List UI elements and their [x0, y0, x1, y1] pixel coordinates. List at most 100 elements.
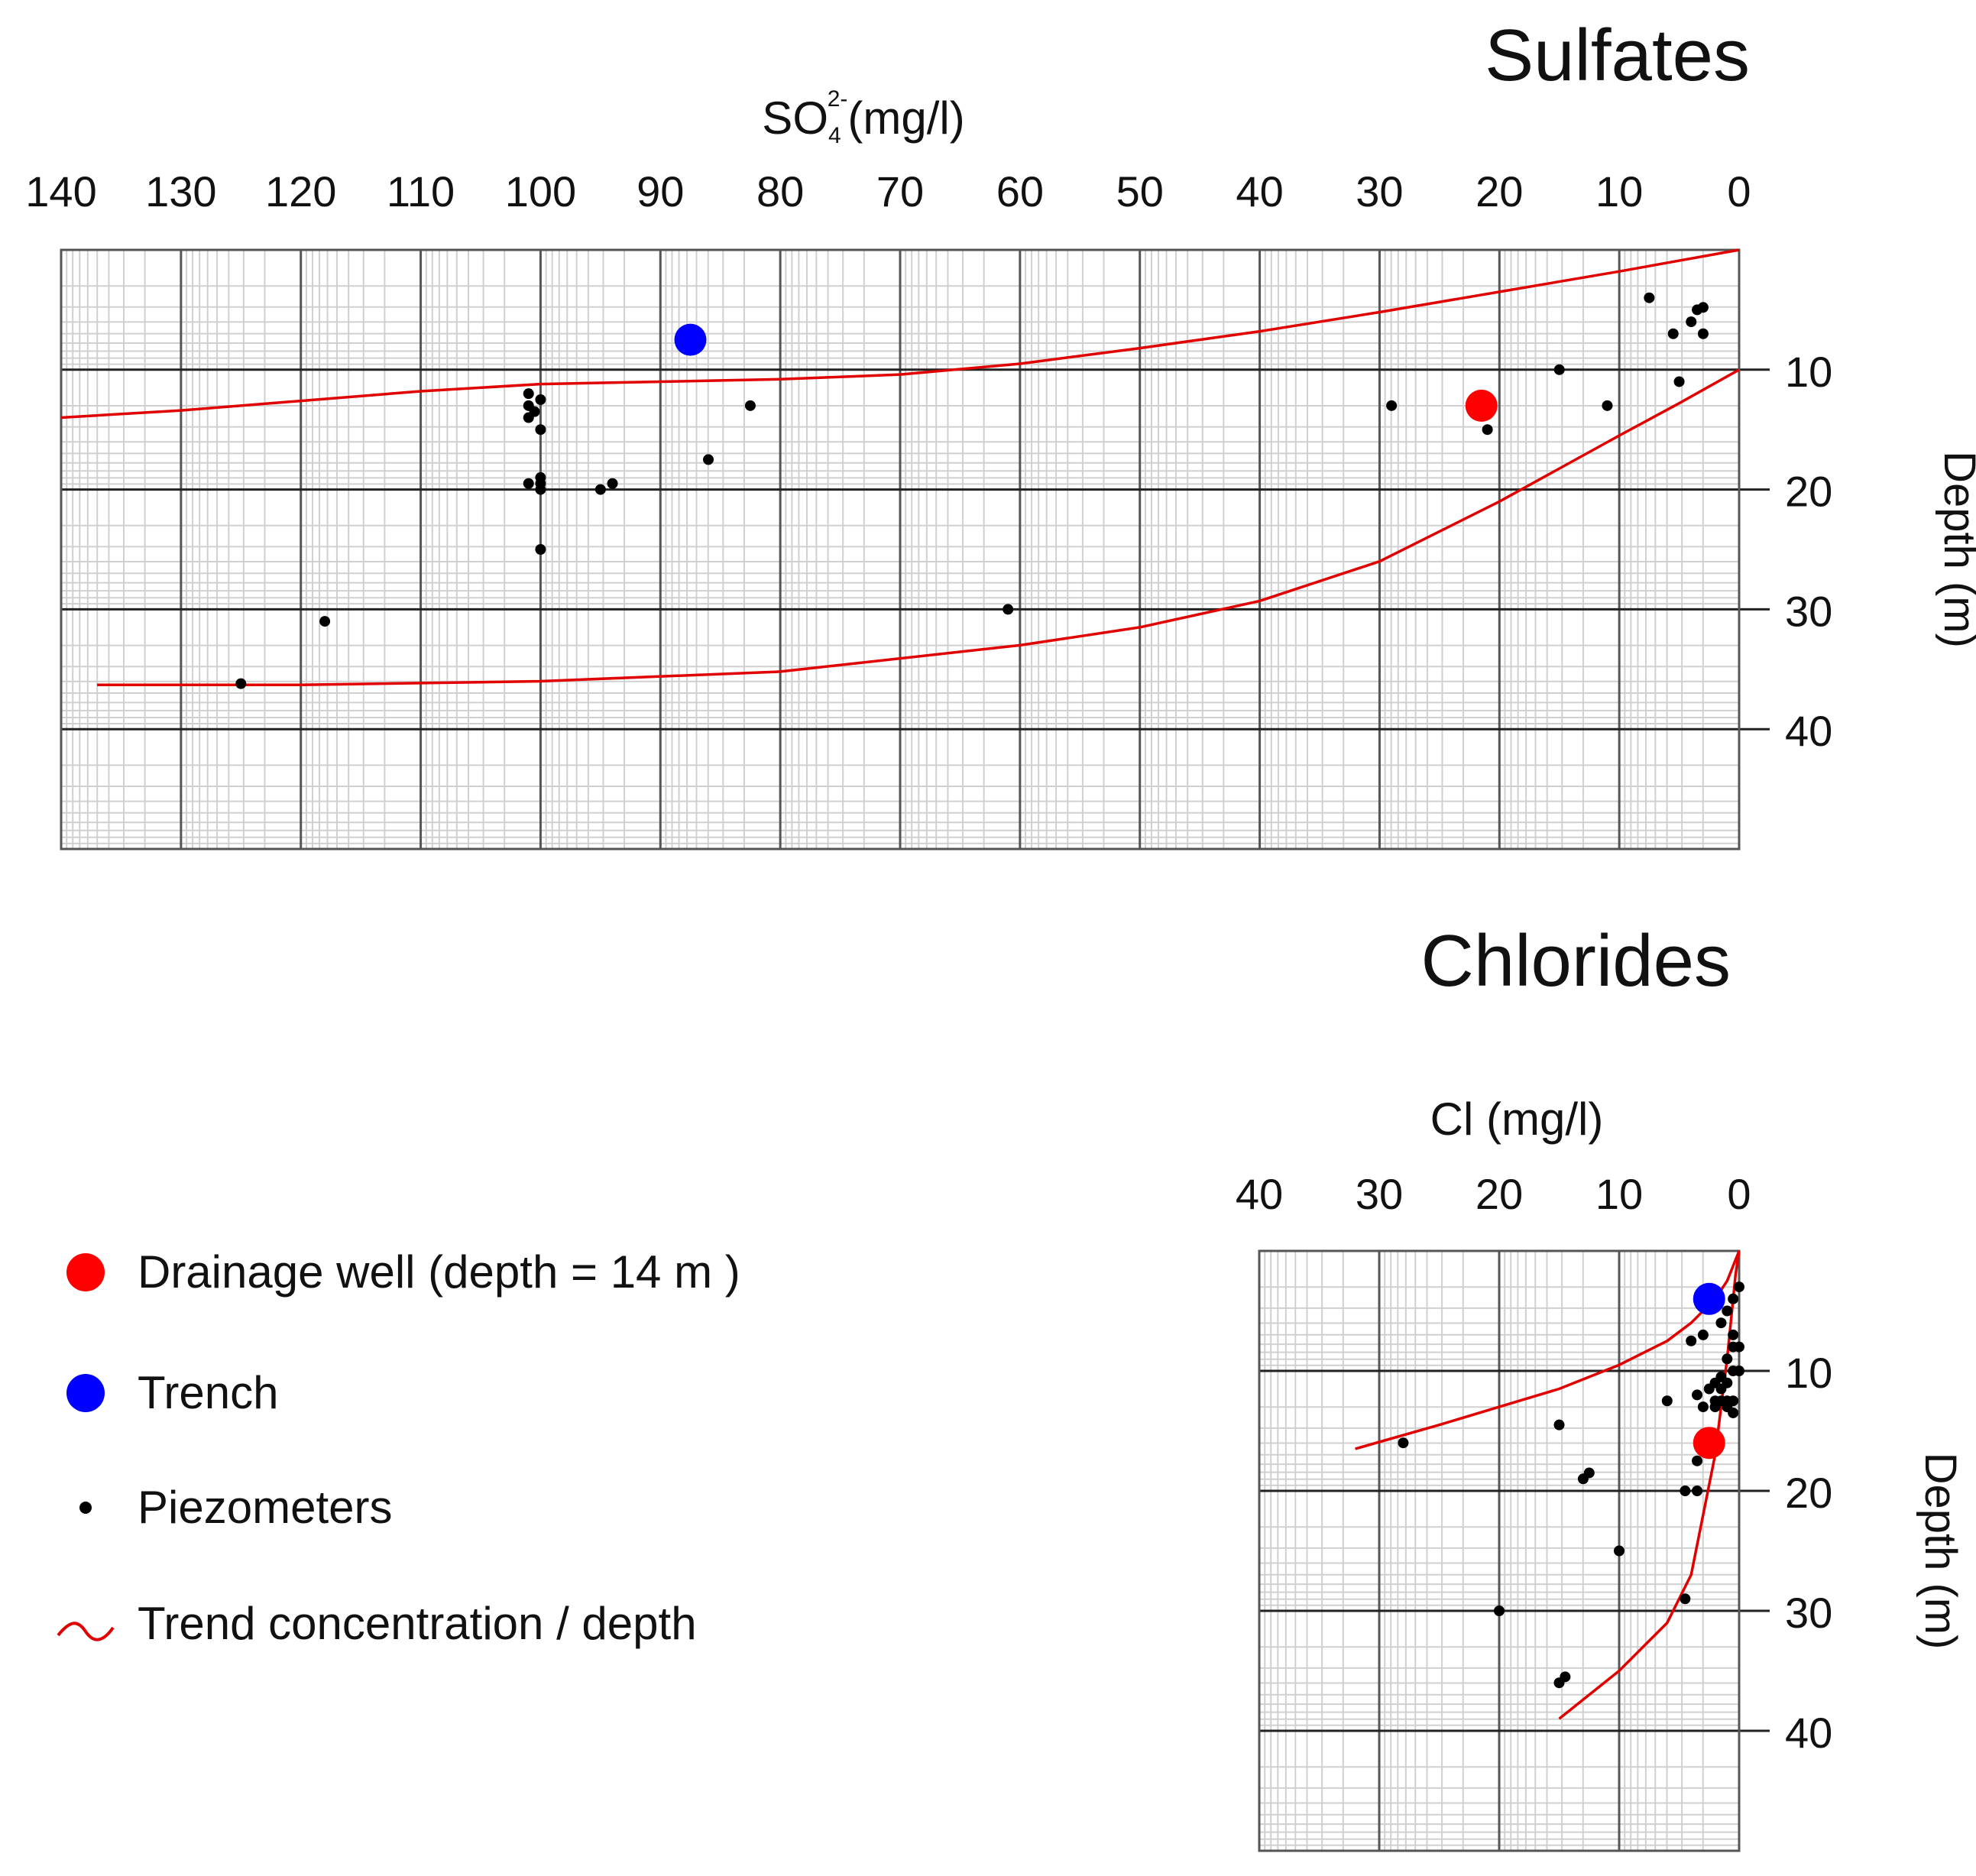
- piezometer-point: [1680, 1593, 1691, 1605]
- piezometer-point: [535, 394, 546, 405]
- piezometer-point: [1673, 376, 1685, 387]
- x-tick-label: 130: [145, 167, 216, 215]
- black-dot-icon: [79, 1502, 92, 1514]
- y-axis-title: Depth (m): [1935, 451, 1976, 648]
- piezometer-point: [1697, 328, 1709, 339]
- legend-label-piezometers: Piezometers: [138, 1482, 393, 1533]
- x-tick-label: 0: [1727, 167, 1751, 215]
- y-tick-label: 10: [1785, 1349, 1832, 1397]
- piezometer-point: [607, 478, 618, 489]
- piezometer-point: [1692, 1486, 1703, 1496]
- y-tick-label: 30: [1785, 1589, 1832, 1637]
- x-tick-label: 110: [387, 167, 455, 215]
- piezometer-point: [1644, 292, 1655, 303]
- piezometer-point: [1734, 1366, 1744, 1376]
- x-tick-label: 20: [1476, 167, 1523, 215]
- drainage-well-point: [1465, 389, 1498, 422]
- piezometer-point: [1734, 1281, 1744, 1293]
- trench-point: [1693, 1282, 1725, 1315]
- x-tick-label: 40: [1236, 167, 1283, 215]
- x-axis-title-main: SO: [762, 92, 828, 144]
- trend-line: [60, 248, 1740, 420]
- piezometer-point: [1697, 1401, 1709, 1413]
- piezometer-point: [319, 616, 331, 627]
- trend-line: [97, 368, 1740, 686]
- piezometer-point: [1715, 1317, 1727, 1329]
- x-tick-label: 40: [1236, 1170, 1283, 1218]
- piezometer-point: [523, 388, 534, 400]
- piezometer-point: [523, 412, 534, 423]
- piezometer-point: [703, 454, 714, 465]
- piezometer-point: [1602, 400, 1613, 411]
- x-tick-label: 30: [1356, 1170, 1403, 1218]
- piezometer-point: [1728, 1293, 1739, 1304]
- x-tick-label: 100: [505, 167, 576, 215]
- piezometer-point: [535, 424, 546, 436]
- piezometer-point: [1728, 1329, 1739, 1340]
- piezometer-point: [535, 484, 546, 495]
- x-axis-title-sub: 4: [828, 123, 841, 148]
- x-tick-label: 10: [1595, 167, 1643, 215]
- x-tick-label: 70: [876, 167, 924, 215]
- piezometer-point: [1482, 424, 1493, 436]
- x-tick-label: 120: [265, 167, 336, 215]
- chart-title: Chlorides: [1420, 920, 1731, 1002]
- legend-item-trench: Trench: [61, 1359, 902, 1427]
- x-axis-title-main: Cl: [1430, 1094, 1474, 1145]
- x-tick-label: 30: [1356, 167, 1403, 215]
- legend-item-piezometers: Piezometers: [61, 1473, 902, 1542]
- piezometer-point: [1692, 1455, 1703, 1466]
- piezometer-point: [1709, 1401, 1721, 1413]
- x-tick-label: 50: [1116, 167, 1164, 215]
- piezometer-point: [523, 478, 534, 489]
- y-tick-label: 10: [1785, 348, 1832, 396]
- piezometer-point: [1697, 1329, 1709, 1340]
- x-axis-title: SO4 2-(mg/l): [762, 86, 964, 148]
- x-tick-label: 10: [1595, 1170, 1643, 1218]
- piezometer-point: [744, 400, 756, 411]
- chart-title: Sulfates: [1485, 15, 1750, 96]
- piezometer-point: [1715, 1383, 1727, 1395]
- piezometer-point: [1494, 1605, 1505, 1616]
- piezometer-point: [1553, 1419, 1565, 1430]
- y-tick-label: 20: [1785, 1469, 1832, 1517]
- legend-item-trend: Trend concentration / depth: [57, 1589, 902, 1658]
- legend-label-trend: Trend concentration / depth: [138, 1598, 697, 1649]
- plot-frame: [60, 248, 1741, 851]
- piezometer-point: [1703, 1383, 1715, 1395]
- y-tick-label: 40: [1785, 707, 1832, 755]
- trend-line-icon: [57, 1622, 115, 1641]
- legend-label-drainage-well: Drainage well (depth = 14 m ): [138, 1246, 740, 1298]
- x-tick-label: 20: [1476, 1170, 1523, 1218]
- piezometer-point: [235, 678, 247, 689]
- blue-dot-icon: [66, 1374, 105, 1412]
- piezometer-point: [1667, 328, 1679, 339]
- legend-label-trench: Trench: [138, 1367, 279, 1418]
- piezometer-point: [1697, 302, 1709, 313]
- chart-chlorides: 40 30 20 10 0 10 20 30 40 Chlorides Cl (mg/l) Depth…: [1236, 920, 1965, 1852]
- piezometer-point: [594, 484, 606, 495]
- piezometer-point: [1680, 1486, 1691, 1496]
- piezometer-point: [535, 544, 546, 555]
- piezometer-point: [1398, 1437, 1409, 1449]
- trench-point: [674, 323, 707, 356]
- plot-frame: [1258, 1249, 1741, 1852]
- y-tick-label: 40: [1785, 1709, 1832, 1757]
- x-axis-title: Cl (mg/l): [1430, 1094, 1604, 1145]
- piezometer-point: [1661, 1395, 1673, 1407]
- x-axis-title-unit: (mg/l): [1473, 1094, 1603, 1145]
- piezometer-point: [1728, 1341, 1739, 1353]
- piezometer-point: [1686, 316, 1697, 328]
- chart-sulfates: 140 130 120 110 100 90 80 70 60 50 40 30 20 10 0102030…: [25, 15, 1976, 851]
- legend-item-drainage-well: Drainage well (depth = 14 m ): [61, 1238, 902, 1307]
- drainage-well-point: [1693, 1427, 1725, 1460]
- y-tick-label: 30: [1785, 587, 1832, 635]
- x-tick-label: 80: [756, 167, 804, 215]
- piezometer-point: [1386, 400, 1398, 411]
- piezometer-point: [1553, 1677, 1565, 1689]
- x-axis-title-sup: 2-: [828, 86, 848, 112]
- x-tick-label: 140: [25, 167, 96, 215]
- piezometer-point: [1722, 1353, 1733, 1365]
